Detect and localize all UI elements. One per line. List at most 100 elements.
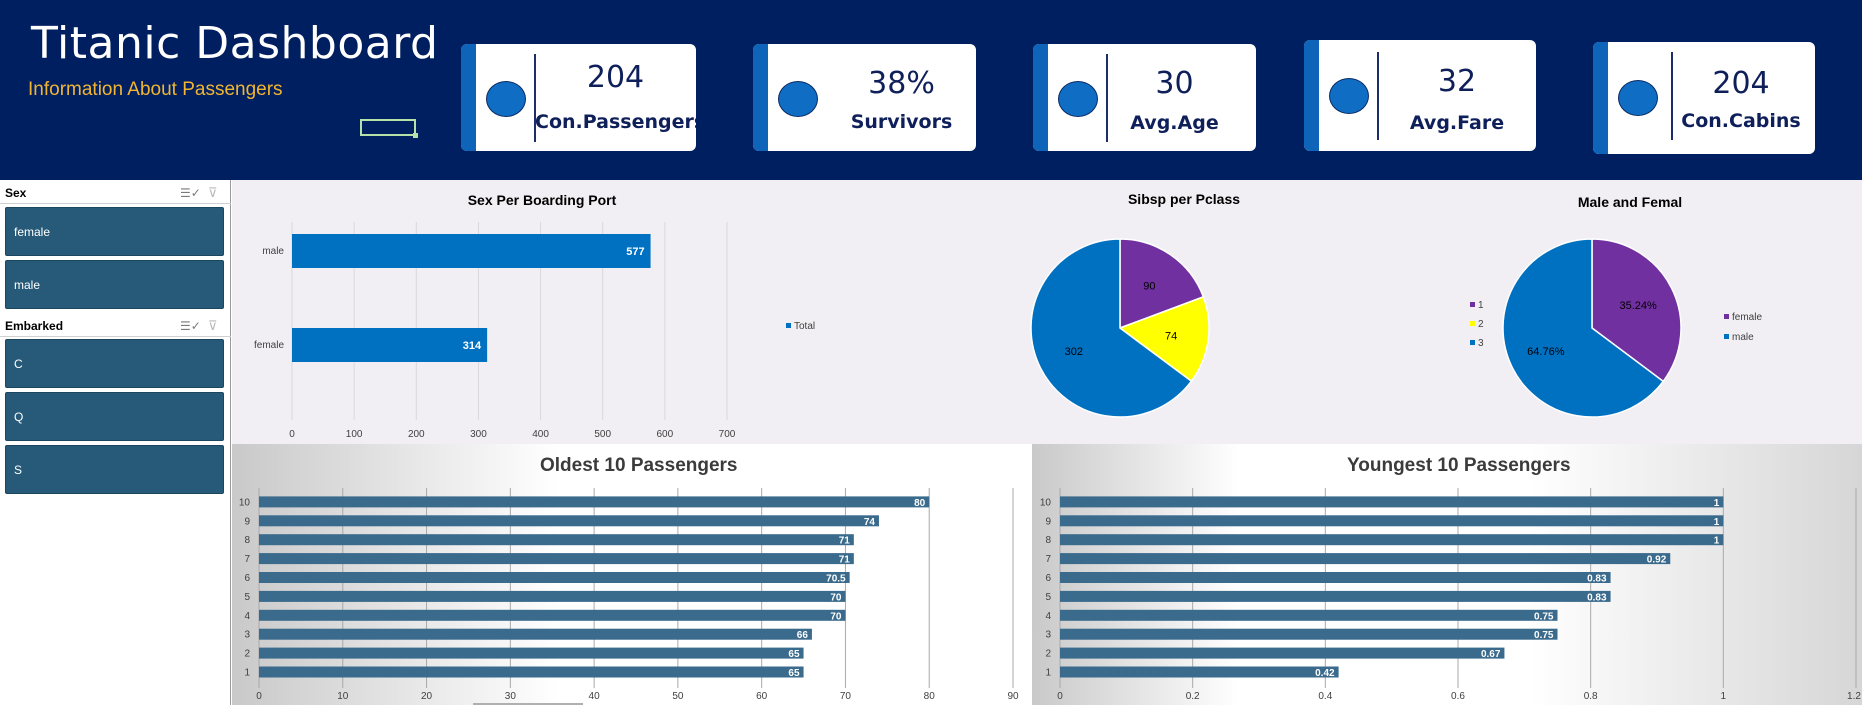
circle-icon xyxy=(1058,81,1098,117)
clear-filter-icon[interactable]: ⊽ xyxy=(208,185,218,200)
y-tick-label: male xyxy=(262,246,284,257)
data-label: 1 xyxy=(1714,536,1720,547)
data-label: 74 xyxy=(864,517,876,528)
y-tick-label: 4 xyxy=(244,611,250,622)
bar xyxy=(259,515,879,527)
legend-label: Total xyxy=(794,321,815,332)
slicer-item-female[interactable]: female xyxy=(5,207,224,256)
bar xyxy=(1060,666,1339,678)
pie-slice xyxy=(1030,238,1193,418)
circle-icon xyxy=(1618,80,1658,116)
x-tick-label: 0 xyxy=(289,429,295,440)
slicer-item-s[interactable]: S xyxy=(5,445,224,494)
x-tick-label: 0.2 xyxy=(1186,691,1200,702)
divider xyxy=(534,54,536,142)
kpi-card-cabins: 204 Con.Cabins xyxy=(1593,42,1815,154)
bar xyxy=(1060,609,1558,621)
x-tick-label: 200 xyxy=(408,429,425,440)
bar xyxy=(1060,572,1611,583)
data-label: 314 xyxy=(463,340,482,352)
chart-male-female: 35.24% 64.76% female male xyxy=(1502,238,1762,418)
y-tick-label: 3 xyxy=(244,630,250,641)
bar xyxy=(259,647,804,659)
x-tick-label: 100 xyxy=(346,429,363,440)
x-tick-label: 0 xyxy=(256,691,262,702)
slicer-panel: Sex ☰✓ ⊽ female male Embarked ☰✓ ⊽ C Q S xyxy=(0,180,231,705)
kpi-label: Con.Passengers xyxy=(535,111,696,133)
bar xyxy=(1060,515,1724,527)
kpi-card-passengers: 204 Con.Passengers xyxy=(461,44,696,151)
x-tick-label: 50 xyxy=(672,691,684,702)
kpi-card-avg-age: 30 Avg.Age xyxy=(1033,44,1256,151)
chart-sex-per-port: 0 100 200 300 400 500 600 700 male 577 female 314 xyxy=(254,222,791,440)
page-subtitle: Information About Passengers xyxy=(28,79,283,100)
kpi-value: 30 xyxy=(1155,66,1194,101)
kpi-accent-strip xyxy=(1033,44,1048,151)
sheet-scrollbar[interactable] xyxy=(473,703,583,705)
legend-swatch xyxy=(1470,340,1475,345)
legend-label: female xyxy=(1732,312,1762,323)
slicer-title: Embarked xyxy=(5,319,64,333)
kpi-accent-strip xyxy=(753,44,768,151)
chart-title: Oldest 10 Passengers xyxy=(540,455,738,476)
slicer-header-embarked: Embarked ☰✓ ⊽ xyxy=(0,315,231,337)
y-tick-label: 3 xyxy=(1045,630,1051,641)
kpi-card-avg-fare: 32 Avg.Fare xyxy=(1304,40,1536,151)
y-tick-label: 9 xyxy=(244,516,250,527)
bar xyxy=(259,534,854,546)
pie-slice xyxy=(1118,295,1210,383)
legend: Total xyxy=(786,321,815,332)
x-tick-label: 500 xyxy=(594,429,611,440)
data-label: 65 xyxy=(788,649,800,660)
bar xyxy=(292,234,651,268)
x-tick-label: 700 xyxy=(719,429,736,440)
data-label: 0.92 xyxy=(1647,555,1667,566)
chart-title: Youngest 10 Passengers xyxy=(1347,455,1571,476)
slicer-title: Sex xyxy=(5,186,27,200)
kpi-accent-strip xyxy=(1304,40,1319,151)
bar xyxy=(259,590,846,602)
data-label: 71 xyxy=(839,536,851,547)
clear-filter-icon[interactable]: ⊽ xyxy=(208,318,218,333)
y-tick-label: 2 xyxy=(1045,649,1051,660)
bar xyxy=(259,609,846,621)
slicer-item-q[interactable]: Q xyxy=(5,392,224,441)
kpi-accent-strip xyxy=(1593,42,1608,154)
x-tick-label: 10 xyxy=(337,691,349,702)
y-tick-label: 7 xyxy=(1045,554,1051,565)
bar xyxy=(259,628,812,640)
bar xyxy=(292,328,488,362)
kpi-label: Con.Cabins xyxy=(1681,110,1801,132)
data-label: 71 xyxy=(839,555,851,566)
multi-select-icon[interactable]: ☰✓ xyxy=(180,186,201,200)
legend-swatch xyxy=(1470,302,1475,307)
slicer-item-male[interactable]: male xyxy=(5,260,224,309)
kpi-label: Survivors xyxy=(850,111,953,133)
bar xyxy=(1060,496,1724,508)
page-title: Titanic Dashboard xyxy=(31,18,439,69)
y-tick-label: 8 xyxy=(1045,535,1051,546)
legend-label: male xyxy=(1732,332,1754,343)
data-label: 0.75 xyxy=(1534,630,1554,641)
data-label: 70 xyxy=(830,611,842,622)
chart-title: Sibsp per Pclass xyxy=(1127,191,1241,207)
slicer-item-c[interactable]: C xyxy=(5,339,224,388)
y-tick-label: 5 xyxy=(1045,592,1051,603)
y-tick-label: 7 xyxy=(244,554,250,565)
y-tick-label: 10 xyxy=(1040,497,1052,508)
data-label: 80 xyxy=(914,498,926,509)
x-tick-label: 600 xyxy=(657,429,674,440)
x-tick-label: 90 xyxy=(1007,691,1019,702)
bar xyxy=(1060,628,1558,640)
legend-swatch xyxy=(1724,334,1729,339)
legend-swatch xyxy=(786,323,791,328)
pie-slice xyxy=(1119,238,1205,330)
y-tick-label: 1 xyxy=(1045,668,1051,679)
x-tick-label: 1 xyxy=(1721,691,1727,702)
multi-select-icon[interactable]: ☰✓ xyxy=(180,319,201,333)
circle-icon xyxy=(1329,78,1369,114)
selected-cell[interactable] xyxy=(360,119,418,138)
data-label: 65 xyxy=(788,668,800,679)
data-label: 0.67 xyxy=(1481,649,1501,660)
